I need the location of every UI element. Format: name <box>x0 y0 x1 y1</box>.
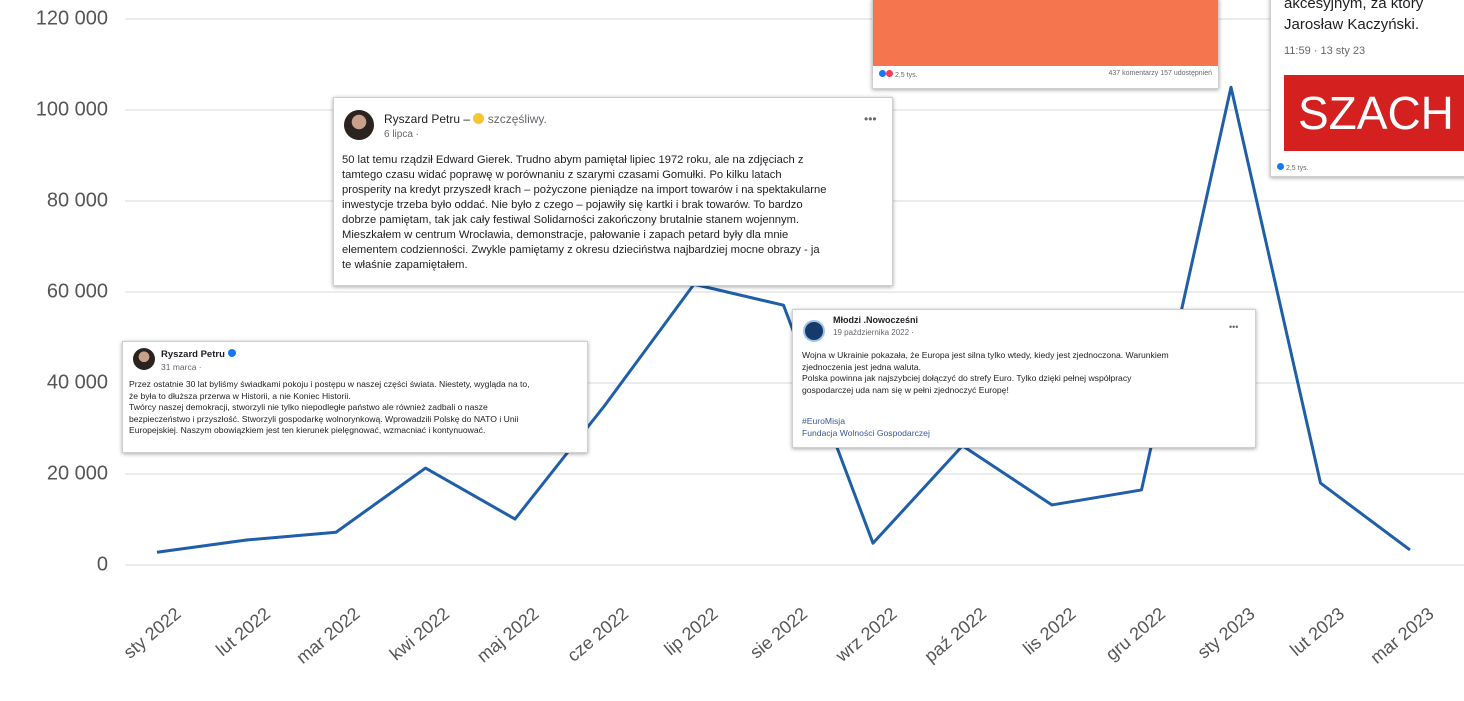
text-line: bezpieczeństwo i przyszłość. Stworzyli g… <box>129 413 519 424</box>
text-line: gospodarczej uda nam się w pełni zjednoc… <box>802 384 1009 395</box>
text-line: akcesyjnym, za który <box>1284 0 1424 12</box>
author: Ryszard Petru <box>161 349 236 360</box>
post-text: 50 lat temu rządził Edward Gierek. Trudn… <box>342 153 826 273</box>
post-card: akcesyjnym, za który Jarosław Kaczyński. … <box>1270 0 1464 177</box>
text-line: te właśnie zapamiętałem. <box>342 259 468 271</box>
text-line: inwestycje trzeba było oddać. Nie było z… <box>342 199 803 211</box>
post-date: 11:59 · 13 sty 23 <box>1284 45 1366 57</box>
x-tick-label: wrz 2022 <box>831 603 901 666</box>
text-line: Twórcy naszej demokracji, stworzyli nie … <box>129 402 488 412</box>
text-line: tamtego czasu widać poprawę w porównaniu… <box>342 169 782 181</box>
reactions: 2,5 tys. <box>879 70 918 79</box>
y-tick-label: 20 000 <box>47 462 108 484</box>
post-card: Młodzi .Nowocześni 19 października 2022 … <box>792 309 1256 448</box>
x-tick-label: maj 2022 <box>473 603 543 666</box>
stats: 437 komentarzy 157 udostępnień <box>1108 70 1212 77</box>
post-text: akcesyjnym, za który Jarosław Kaczyński. <box>1284 0 1423 35</box>
y-tick-label: 40 000 <box>47 371 108 393</box>
text-line: Wojna w Ukrainie pokazała, że Europa jes… <box>802 350 1169 360</box>
x-tick-label: lut 2023 <box>1286 603 1348 659</box>
y-tick-label: 120 000 <box>36 7 108 29</box>
post-date: 6 lipca · <box>384 129 420 140</box>
x-tick-label: paź 2022 <box>921 603 991 666</box>
text-line: Jarosław Kaczyński. <box>1284 16 1420 33</box>
avatar <box>344 110 374 140</box>
x-tick-label: cze 2022 <box>563 603 632 665</box>
post-date: 19 października 2022 · <box>833 328 914 337</box>
text-line: Przez ostatnie 30 lat byliśmy świadkami … <box>129 379 530 389</box>
y-tick-label: 100 000 <box>36 98 108 120</box>
x-tick-label: gru 2022 <box>1102 603 1169 664</box>
x-tick-label: sty 2022 <box>120 603 185 662</box>
post-text: Przez ostatnie 30 lat byliśmy świadkami … <box>129 379 530 437</box>
post-date: 31 marca · <box>161 362 202 372</box>
text-line: że była to dłuższa przerwa w Historii, a… <box>129 390 351 401</box>
x-tick-label: mar 2023 <box>1367 603 1438 667</box>
post-text: Wojna w Ukrainie pokazała, że Europa jes… <box>802 350 1169 396</box>
text-line: #EuroMisja <box>802 416 845 426</box>
text-line: Fundacja Wolności Gospodarczej <box>802 428 930 438</box>
feeling: szczęśliwy. <box>487 112 547 126</box>
text-line: prosperity na kredyt przyszedł krach – p… <box>342 184 827 196</box>
text-line: Mieszkałem w centrum Wrocławia, demonstr… <box>342 229 789 241</box>
avatar <box>803 320 825 342</box>
line <box>156 85 1411 554</box>
x-tick-label: lis 2022 <box>1019 603 1079 658</box>
post-card: Ryszard Petru 31 marca · Przez ostatnie … <box>122 341 588 453</box>
x-tick-label: lip 2022 <box>660 603 721 659</box>
avatar <box>133 348 155 370</box>
post-card: Ryszard Petru – szczęśliwy. 6 lipca · ••… <box>333 97 893 286</box>
x-tick-label: kwi 2022 <box>386 603 453 664</box>
post-card: 2,5 tys. 437 komentarzy 157 udostępnień <box>872 0 1219 89</box>
x-tick-label: sty 2023 <box>1194 603 1259 662</box>
text-line: Europejskiej. Naszym obowiązkiem jest te… <box>129 425 486 435</box>
post-image <box>873 0 1218 66</box>
emoji <box>473 113 485 124</box>
y-tick-label: 60 000 <box>47 280 108 302</box>
author: Młodzi .Nowocześni <box>833 315 919 325</box>
x-tick-label: sie 2022 <box>746 603 811 662</box>
reactions: 2,5 tys. <box>1277 163 1309 172</box>
text-line: zjednoczenia jest jedna waluta. <box>802 361 921 372</box>
x-tick-label: mar 2022 <box>293 603 364 667</box>
text-line: elementem codzienności. Zwykle pamiętamy… <box>342 244 820 256</box>
x-tick-label: lut 2022 <box>212 603 274 659</box>
post-image: SZACH <box>1284 75 1464 151</box>
y-tick-label: 80 000 <box>47 189 108 211</box>
author: Ryszard Petru – szczęśliwy. <box>384 112 547 126</box>
y-tick-label: 0 <box>97 553 108 575</box>
post-text: #EuroMisja Fundacja Wolności Gospodarczej <box>802 415 930 439</box>
text-line: dobrze pamiętam, tak jak cały festiwal S… <box>342 214 800 226</box>
text-line: Polska powinna jak najszybciej dołączyć … <box>802 373 1132 383</box>
text-line: 50 lat temu rządził Edward Gierek. Trudn… <box>342 154 804 166</box>
